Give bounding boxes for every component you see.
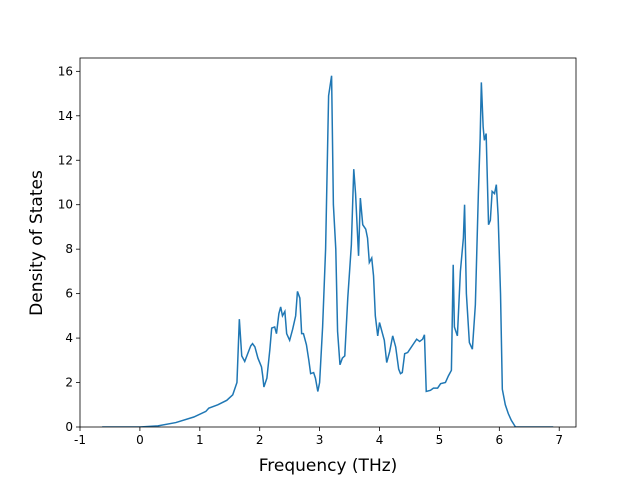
y-axis-label: Density of States [27, 170, 47, 316]
y-tick-label: 8 [65, 242, 73, 256]
x-axis-label: Frequency (THz) [259, 456, 398, 476]
y-tick-label: 10 [58, 198, 73, 212]
x-tick-label: 3 [316, 433, 324, 447]
data-line [102, 75, 554, 427]
y-tick-label: 6 [65, 287, 73, 301]
y-tick-label: 12 [58, 153, 73, 167]
x-tick-label: -1 [74, 433, 86, 447]
x-tick-label: 5 [436, 433, 444, 447]
y-tick-label: 0 [65, 420, 73, 434]
x-tick-label: 2 [256, 433, 264, 447]
plot-frame [79, 57, 577, 428]
y-tick-label: 16 [58, 64, 73, 78]
x-tick-label: 6 [496, 433, 504, 447]
y-tick-label: 4 [65, 331, 73, 345]
x-tick-label: 1 [196, 433, 204, 447]
y-tick-label: 2 [65, 376, 73, 390]
y-tick-label: 14 [58, 109, 73, 123]
x-tick-label: 7 [555, 433, 563, 447]
x-tick-label: 4 [376, 433, 384, 447]
x-tick-label: 0 [136, 433, 144, 447]
